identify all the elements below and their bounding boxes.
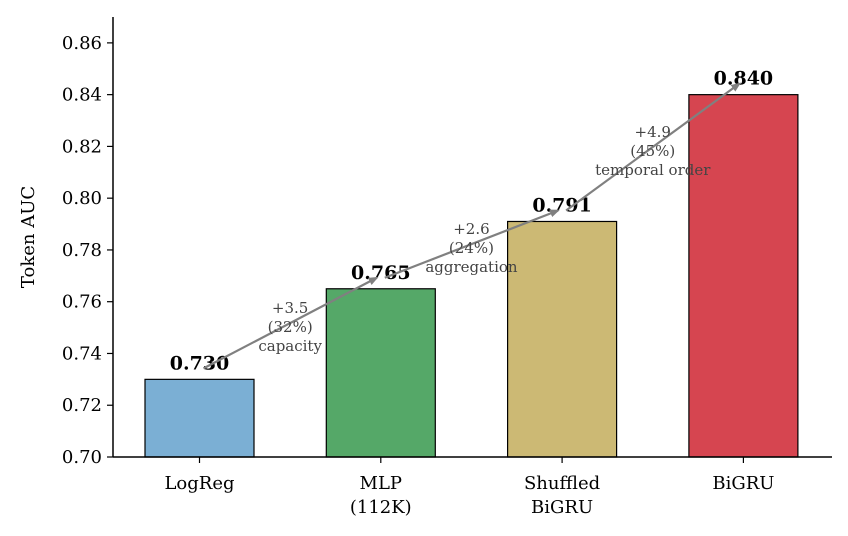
y-tick-label: 0.86 xyxy=(62,33,102,54)
improvement-annotations: +3.5(32%)capacity +2.6(24%)aggregation +4.… xyxy=(202,82,742,370)
y-tick-label: 0.74 xyxy=(62,343,102,364)
improvement-arrow xyxy=(202,276,379,370)
y-tick-label: 0.78 xyxy=(62,240,102,261)
annotation-text: +4.9 xyxy=(635,123,671,141)
x-tick-label: (112K) xyxy=(350,497,412,518)
x-tick-label: LogReg xyxy=(164,473,234,494)
y-tick-label: 0.72 xyxy=(62,395,102,416)
annotation-text: (32%) xyxy=(268,318,313,336)
annotation-text: (45%) xyxy=(630,142,675,160)
bar-value-label: 0.840 xyxy=(714,68,774,90)
x-tick-label: Shuffled xyxy=(524,473,600,494)
x-tick-label: BiGRU xyxy=(712,473,774,494)
annotation-text: +3.5 xyxy=(272,299,308,317)
y-tick-label: 0.82 xyxy=(62,136,102,157)
x-axis: LogReg MLP (112K) Shuffled BiGRU BiGRU xyxy=(113,456,832,518)
value-labels: 0.730 0.765 0.791 0.840 xyxy=(170,68,773,375)
y-axis: 0.70 0.72 0.74 0.76 0.78 0.80 0.82 0.84 0.86 xyxy=(62,17,114,468)
bar-value-label: 0.730 xyxy=(170,352,230,374)
y-tick-label: 0.84 xyxy=(62,85,102,106)
bar-2 xyxy=(507,220,618,458)
bar-value-label: 0.765 xyxy=(351,262,411,284)
improvement-arrow xyxy=(384,209,560,279)
annotation-text: aggregation xyxy=(425,258,518,276)
y-tick-label: 0.70 xyxy=(62,447,102,468)
y-tick-label: 0.80 xyxy=(62,188,102,209)
x-tick-label: BiGRU xyxy=(531,497,593,518)
x-tick-label: MLP xyxy=(360,473,403,494)
y-tick-label: 0.76 xyxy=(62,292,102,313)
bar-3 xyxy=(688,94,799,458)
annotation-text: capacity xyxy=(258,337,322,355)
bar-0 xyxy=(144,378,255,458)
bar-1 xyxy=(325,288,436,458)
bar-value-label: 0.791 xyxy=(532,194,592,216)
annotation-text: (24%) xyxy=(449,239,494,257)
y-axis-title: Token AUC xyxy=(18,186,39,288)
annotation-text: +2.6 xyxy=(453,220,489,238)
improvement-arrow xyxy=(565,82,742,212)
annotation-text: temporal order xyxy=(595,161,711,179)
